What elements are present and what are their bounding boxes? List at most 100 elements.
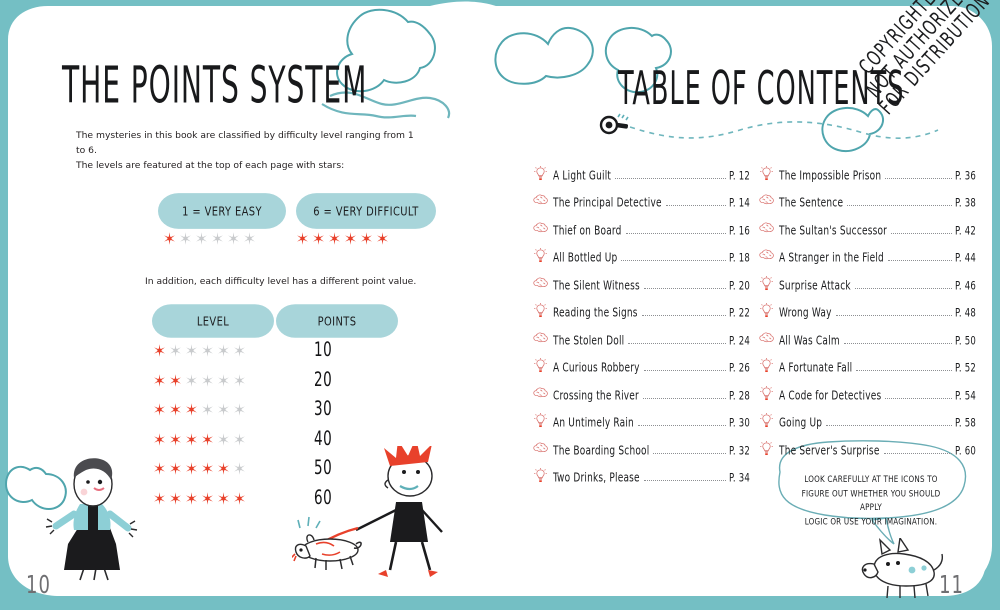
toc-entry-title: Thief on Board <box>553 224 622 238</box>
star-filled-icon <box>218 491 229 505</box>
points-value: 10 <box>314 338 333 362</box>
toc-leader-dots <box>637 425 727 426</box>
points-value: 20 <box>314 367 333 391</box>
toc-leader-dots <box>885 177 953 179</box>
toc-entry[interactable]: The Principal Detective P. 14 <box>532 183 750 210</box>
lightbulb-icon <box>760 275 773 290</box>
table-header-level: LEVEL <box>152 304 274 338</box>
level-stars-row <box>153 373 246 387</box>
left-page-title: THE POINTS SYSTEM <box>62 56 368 116</box>
toc-entry[interactable]: Two Drinks, Please P. 34 <box>532 458 750 485</box>
points-value: 30 <box>314 397 333 421</box>
star-filled-icon <box>297 232 308 245</box>
star-empty-icon <box>202 373 213 387</box>
star-filled-icon <box>202 491 213 505</box>
star-filled-icon <box>170 491 181 505</box>
intro-line-2: The levels are featured at the top of ea… <box>76 160 345 171</box>
toc-entry[interactable]: The Sultan's Successor P. 42 <box>758 210 976 238</box>
toc-entry[interactable]: All Was Calm P. 50 <box>758 320 976 348</box>
level-stars-row <box>153 462 246 475</box>
toc-entry-page: P. 16 <box>729 224 750 238</box>
toc-entry[interactable]: Surprise Attack P. 46 <box>758 265 976 293</box>
toc-entry[interactable]: The Sentence P. 38 <box>758 183 976 210</box>
toc-entry-page: P. 38 <box>955 196 976 210</box>
toc-entry-title: The Boarding School <box>553 444 650 458</box>
toc-entry-title: Wrong Way <box>779 306 832 320</box>
star-empty-icon <box>212 232 223 245</box>
toc-entry[interactable]: Thief on Board P. 16 <box>532 210 750 238</box>
lightbulb-icon <box>534 412 547 428</box>
toc-entry-title: Two Drinks, Please <box>553 471 640 485</box>
toc-leader-dots <box>854 287 953 289</box>
star-filled-icon <box>234 491 245 505</box>
toc-leader-dots <box>643 287 727 289</box>
brain-icon <box>533 222 548 232</box>
brain-icon <box>533 332 548 342</box>
lightbulb-icon <box>760 412 773 428</box>
star-empty-icon <box>218 344 229 357</box>
toc-entry-page: P. 36 <box>955 169 976 183</box>
star-filled-icon <box>186 462 197 475</box>
level-stars-row <box>153 491 246 505</box>
toc-entry[interactable]: The Impossible Prison P. 36 <box>758 155 976 183</box>
toc-entry[interactable]: The Server's Surprise P. 60 <box>758 430 976 458</box>
toc-entry-page: P. 20 <box>729 279 750 293</box>
toc-entry[interactable]: Going Up P. 58 <box>758 403 976 430</box>
addition-note: In addition, each difficulty level has a… <box>145 276 417 287</box>
star-filled-icon <box>154 403 165 416</box>
toc-leader-dots <box>643 370 727 371</box>
star-filled-icon <box>164 232 175 245</box>
toc-entry-title: The Server's Surprise <box>779 444 880 458</box>
star-empty-icon <box>244 232 255 245</box>
toc-entry[interactable]: The Stolen Doll P. 24 <box>532 320 750 348</box>
toc-entry[interactable]: Wrong Way P. 48 <box>758 293 976 320</box>
toc-entry[interactable]: A Curious Robbery P. 26 <box>532 348 750 375</box>
legend-stars-very-difficult <box>296 232 389 245</box>
star-filled-icon <box>154 344 165 357</box>
legend-stars-very-easy <box>163 232 256 245</box>
brain-icon <box>533 277 548 287</box>
toc-entry[interactable]: Crossing the River P. 28 <box>532 375 750 403</box>
lightbulb-icon <box>534 247 547 263</box>
toc-entry[interactable]: A Code for Detectives P. 54 <box>758 375 976 403</box>
toc-entry-page: P. 22 <box>729 306 750 320</box>
toc-leader-dots <box>843 342 953 344</box>
star-filled-icon <box>202 462 213 475</box>
page-number-right: 11 <box>939 569 964 599</box>
toc-leader-dots <box>642 397 727 399</box>
toc-entry-title: All Bottled Up <box>553 251 618 265</box>
star-empty-icon <box>218 403 229 416</box>
lightbulb-icon <box>534 165 547 180</box>
toc-entry[interactable]: A Stranger in the Field P. 44 <box>758 238 976 265</box>
right-page-title: TABLE OF CONTENTS <box>618 62 905 116</box>
toc-entry[interactable]: An Untimely Rain P. 30 <box>532 403 750 430</box>
star-filled-icon <box>329 232 340 245</box>
toc-leader-dots <box>883 452 953 454</box>
toc-entry-page: P. 60 <box>955 444 976 458</box>
intro-paragraph: The mysteries in this book are classifie… <box>76 128 416 173</box>
toc-entry[interactable]: A Fortunate Fall P. 52 <box>758 348 976 375</box>
star-filled-icon <box>154 432 165 446</box>
bubble-line-2: FIGURE OUT WHETHER YOU SHOULD APPLY <box>801 488 941 513</box>
star-filled-icon <box>218 462 229 475</box>
toc-entry[interactable]: Reading the Signs P. 22 <box>532 293 750 320</box>
toc-entry-page: P. 26 <box>729 361 750 375</box>
level-stars-row <box>153 344 246 357</box>
bubble-line-3: LOGIC OR USE YOUR IMAGINATION. <box>804 516 938 527</box>
woman-character-illustration <box>45 458 138 581</box>
lightbulb-icon <box>760 385 773 400</box>
toc-leader-dots <box>643 480 727 481</box>
toc-entry[interactable]: The Silent Witness P. 20 <box>532 265 750 293</box>
toc-entry-page: P. 14 <box>729 196 750 210</box>
toc-entry[interactable]: The Boarding School P. 32 <box>532 430 750 458</box>
points-value: 60 <box>314 485 333 509</box>
star-filled-icon <box>361 232 372 245</box>
toc-leader-dots <box>653 452 727 454</box>
toc-entry[interactable]: All Bottled Up P. 18 <box>532 238 750 265</box>
star-filled-icon <box>154 491 165 505</box>
star-empty-icon <box>196 232 207 245</box>
toc-entry-title: The Impossible Prison <box>779 169 882 183</box>
toc-entry[interactable]: A Light Guilt P. 12 <box>532 155 750 183</box>
level-stars-row <box>153 432 246 446</box>
toc-entry-title: A Light Guilt <box>553 169 612 183</box>
